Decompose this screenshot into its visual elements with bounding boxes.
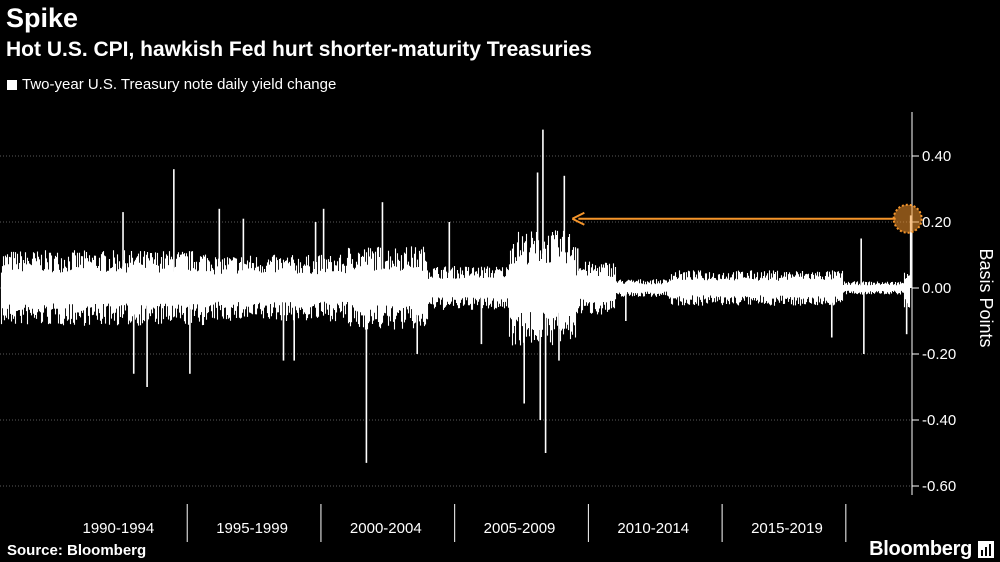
y-tick-label: -0.60 (922, 478, 956, 495)
legend: Two-year U.S. Treasury note daily yield … (7, 76, 336, 94)
y-axis-label: Basis Points (976, 248, 996, 347)
annotation-arrowhead (571, 211, 585, 226)
x-tick-label: 1995-1999 (216, 520, 288, 537)
x-tick-label: 2000-2004 (350, 520, 422, 537)
series-bars (0, 129, 912, 463)
x-tick-label: 2010-2014 (617, 520, 689, 537)
brand-logo-text: Bloomberg (869, 538, 972, 560)
y-tick-label: 0.00 (922, 280, 951, 297)
legend-label: Two-year U.S. Treasury note daily yield … (22, 76, 337, 93)
terminal-logo-icon (978, 541, 994, 558)
annotation-highlight-circle (892, 203, 923, 234)
source-note: Source: Bloomberg (7, 542, 147, 559)
x-tick-label: 1990-1994 (82, 520, 154, 537)
daily-change-envelope (0, 230, 911, 346)
x-tick-label: 2015-2019 (751, 520, 823, 537)
y-tick-label: -0.20 (922, 346, 956, 363)
chart-subtitle: Hot U.S. CPI, hawkish Fed hurt shorter-m… (6, 38, 592, 61)
x-tick-label: 2005-2009 (484, 520, 556, 537)
y-tick-label: 0.20 (922, 214, 951, 231)
y-tick-label: 0.40 (922, 148, 951, 165)
chart-title: Spike (6, 3, 79, 33)
legend-swatch (7, 80, 17, 90)
y-tick-label: -0.40 (922, 412, 956, 429)
